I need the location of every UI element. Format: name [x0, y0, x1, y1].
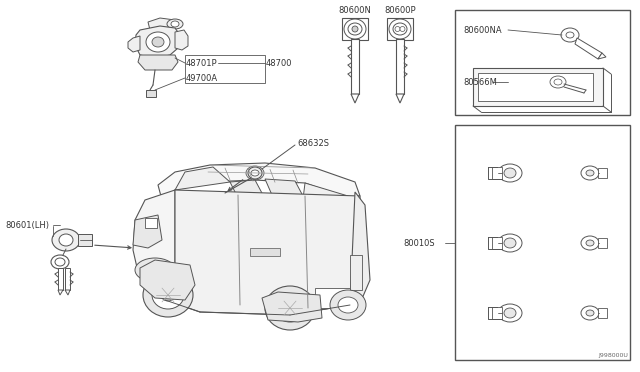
Polygon shape — [473, 68, 603, 106]
Ellipse shape — [59, 234, 73, 246]
Ellipse shape — [135, 258, 175, 282]
Ellipse shape — [167, 19, 183, 29]
Text: 48701P: 48701P — [186, 58, 218, 67]
Bar — [455, 125, 630, 360]
Polygon shape — [133, 215, 162, 248]
Ellipse shape — [52, 229, 80, 251]
Polygon shape — [148, 18, 178, 32]
Polygon shape — [396, 94, 404, 103]
Ellipse shape — [143, 273, 193, 317]
Polygon shape — [140, 260, 195, 300]
Ellipse shape — [152, 37, 164, 47]
Ellipse shape — [554, 79, 562, 85]
Bar — [78, 234, 92, 246]
Bar — [396, 39, 404, 94]
Polygon shape — [160, 190, 365, 315]
Polygon shape — [158, 163, 360, 200]
Bar — [492, 307, 502, 319]
Ellipse shape — [586, 240, 594, 246]
Ellipse shape — [586, 170, 594, 176]
Polygon shape — [58, 290, 63, 295]
Bar — [492, 167, 502, 179]
Text: 80600N: 80600N — [339, 6, 371, 15]
Text: 80010S: 80010S — [403, 238, 435, 247]
Polygon shape — [575, 38, 602, 59]
Text: 68632S: 68632S — [297, 138, 329, 148]
Ellipse shape — [51, 255, 69, 269]
Polygon shape — [348, 192, 370, 312]
Bar — [342, 18, 368, 40]
Bar — [455, 10, 630, 115]
Ellipse shape — [283, 302, 297, 314]
Polygon shape — [175, 167, 230, 190]
Polygon shape — [175, 30, 188, 50]
Ellipse shape — [581, 236, 599, 250]
Ellipse shape — [265, 286, 315, 330]
Bar — [598, 238, 607, 248]
Ellipse shape — [504, 238, 516, 248]
Text: 80600NA: 80600NA — [463, 26, 502, 35]
Polygon shape — [351, 94, 359, 103]
Ellipse shape — [55, 258, 65, 266]
Text: 80600P: 80600P — [384, 6, 416, 15]
Ellipse shape — [504, 168, 516, 178]
Ellipse shape — [581, 306, 599, 320]
Bar — [598, 308, 607, 318]
Ellipse shape — [393, 23, 407, 35]
Polygon shape — [128, 36, 140, 52]
Ellipse shape — [561, 28, 579, 42]
Ellipse shape — [498, 234, 522, 252]
Polygon shape — [302, 183, 348, 218]
Ellipse shape — [352, 26, 358, 32]
Ellipse shape — [395, 26, 400, 32]
Ellipse shape — [581, 166, 599, 180]
Ellipse shape — [248, 167, 262, 179]
Ellipse shape — [338, 297, 358, 313]
Ellipse shape — [586, 310, 594, 316]
Polygon shape — [262, 292, 322, 322]
Ellipse shape — [504, 308, 516, 318]
Text: 80566M: 80566M — [463, 77, 497, 87]
Ellipse shape — [146, 32, 170, 52]
Ellipse shape — [274, 294, 306, 322]
Bar — [146, 90, 156, 97]
Polygon shape — [133, 190, 175, 278]
Bar — [145, 218, 157, 228]
Polygon shape — [65, 290, 70, 295]
Bar — [387, 18, 413, 40]
Bar — [351, 39, 359, 94]
Ellipse shape — [171, 21, 179, 27]
Ellipse shape — [498, 304, 522, 322]
Polygon shape — [135, 26, 180, 58]
Bar — [350, 255, 362, 290]
Ellipse shape — [389, 19, 411, 39]
Bar — [478, 73, 593, 101]
Polygon shape — [598, 53, 606, 59]
Text: 49700A: 49700A — [186, 74, 218, 83]
Ellipse shape — [348, 23, 362, 35]
Ellipse shape — [344, 19, 366, 39]
Ellipse shape — [152, 281, 184, 309]
Ellipse shape — [330, 290, 366, 320]
Text: 48700: 48700 — [266, 58, 292, 67]
Bar — [598, 168, 607, 178]
Bar — [492, 237, 502, 249]
Polygon shape — [138, 55, 178, 70]
Bar — [250, 248, 280, 256]
Polygon shape — [230, 180, 263, 198]
Bar — [185, 55, 265, 83]
Ellipse shape — [550, 76, 566, 88]
Bar — [65, 268, 70, 290]
Ellipse shape — [498, 164, 522, 182]
Text: J998000U: J998000U — [598, 353, 628, 357]
Bar — [315, 288, 350, 308]
Bar — [58, 268, 63, 290]
Polygon shape — [265, 179, 303, 196]
Text: 80601(LH): 80601(LH) — [5, 221, 49, 230]
Ellipse shape — [161, 289, 175, 301]
Ellipse shape — [566, 32, 574, 38]
Ellipse shape — [251, 170, 259, 176]
Ellipse shape — [400, 26, 405, 32]
